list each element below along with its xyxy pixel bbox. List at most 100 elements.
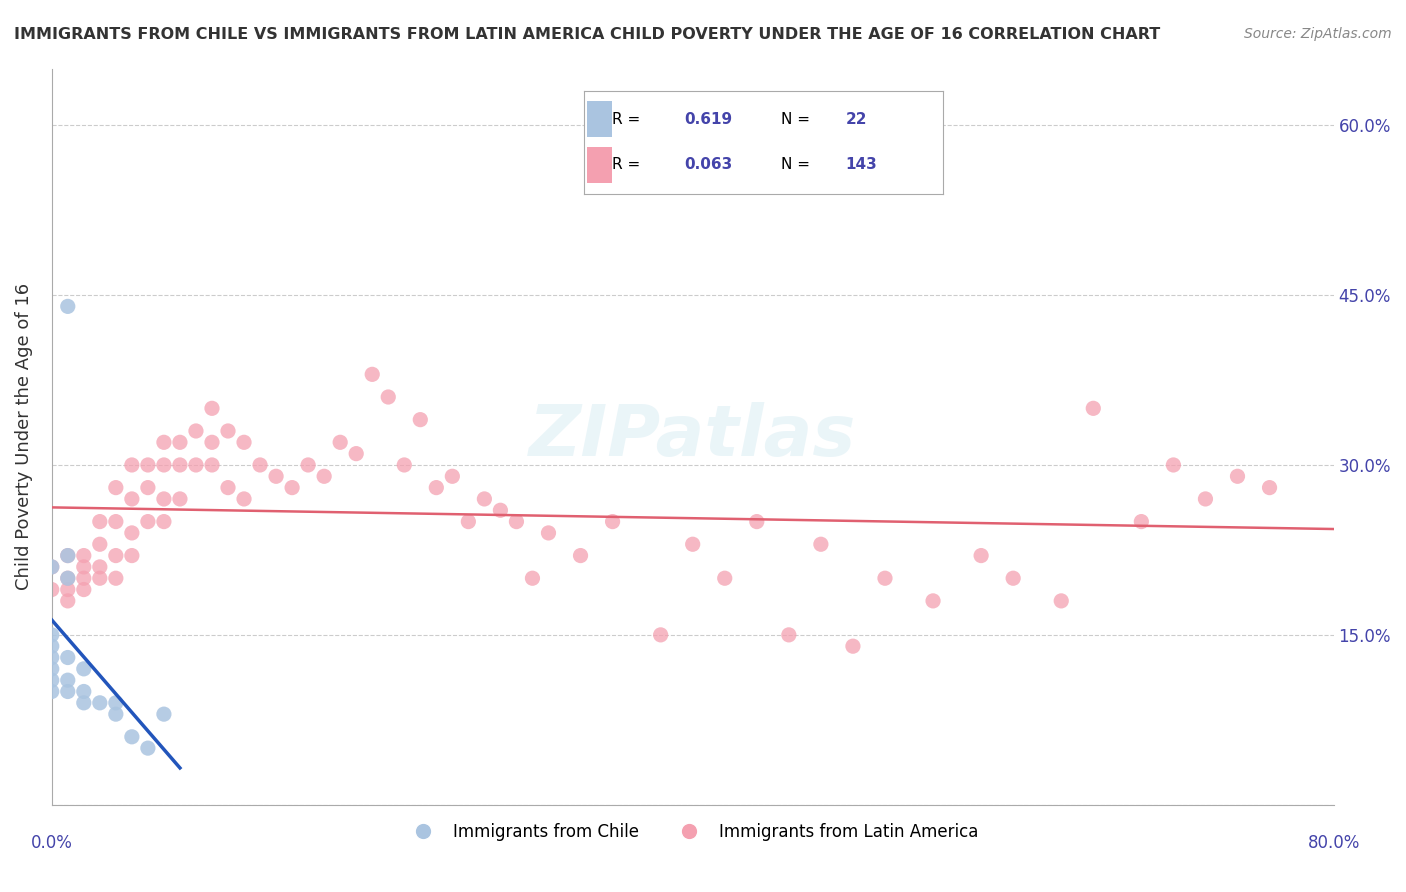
Point [73,696,96,710]
Point [73,662,96,676]
Point [713,571,735,585]
Point [56,582,79,597]
Point [73,684,96,698]
Point [41,560,63,574]
Point [41,628,63,642]
Point [233,435,256,450]
Point [104,481,127,495]
Point [153,458,176,472]
Point [89,571,111,585]
Point [104,549,127,563]
Point [121,549,143,563]
Text: Source: ZipAtlas.com: Source: ZipAtlas.com [1244,27,1392,41]
Point [1163,458,1185,472]
Point [1002,571,1025,585]
Text: IMMIGRANTS FROM CHILE VS IMMIGRANTS FROM LATIN AMERICA CHILD POVERTY UNDER THE A: IMMIGRANTS FROM CHILE VS IMMIGRANTS FROM… [14,27,1160,42]
Point [682,537,704,551]
Point [329,435,352,450]
Point [73,549,96,563]
Point [153,435,176,450]
Point [136,515,159,529]
Point [394,458,416,472]
Point [73,582,96,597]
Point [1258,481,1281,495]
Text: 0.0%: 0.0% [31,834,73,852]
Point [314,469,336,483]
Point [73,571,96,585]
Y-axis label: Child Poverty Under the Age of 16: Child Poverty Under the Age of 16 [15,283,32,591]
Point [121,730,143,744]
Point [56,650,79,665]
Point [922,594,945,608]
Point [56,571,79,585]
Point [249,458,271,472]
Point [537,525,560,540]
Point [1083,401,1105,416]
Point [184,424,207,438]
Point [41,560,63,574]
Point [1226,469,1249,483]
Point [104,571,127,585]
Point [344,447,367,461]
Point [505,515,527,529]
Point [136,458,159,472]
Point [425,481,447,495]
Point [377,390,399,404]
Point [73,560,96,574]
Point [1050,594,1073,608]
Point [41,662,63,676]
Point [569,549,592,563]
Point [233,491,256,506]
Point [153,515,176,529]
Point [136,741,159,756]
Point [650,628,672,642]
Point [41,673,63,688]
Point [169,491,191,506]
Point [41,684,63,698]
Point [89,560,111,574]
Point [873,571,896,585]
Point [56,571,79,585]
Point [778,628,800,642]
Point [842,639,865,653]
Point [217,481,239,495]
Legend: Immigrants from Chile, Immigrants from Latin America: Immigrants from Chile, Immigrants from L… [399,817,986,848]
Point [970,549,993,563]
Point [217,424,239,438]
Point [602,515,624,529]
Point [121,525,143,540]
Point [41,639,63,653]
Point [474,491,496,506]
Point [56,594,79,608]
Point [56,299,79,313]
Point [121,491,143,506]
Point [104,707,127,722]
Point [121,458,143,472]
Point [56,549,79,563]
Point [169,435,191,450]
Point [89,696,111,710]
Point [89,537,111,551]
Point [361,368,384,382]
Point [489,503,512,517]
Point [56,549,79,563]
Text: 80.0%: 80.0% [1308,834,1360,852]
Point [89,515,111,529]
Point [281,481,304,495]
Point [1130,515,1153,529]
Point [457,515,479,529]
Point [184,458,207,472]
Point [41,582,63,597]
Point [745,515,768,529]
Point [153,491,176,506]
Point [201,435,224,450]
Point [201,458,224,472]
Point [56,684,79,698]
Point [264,469,287,483]
Point [104,515,127,529]
Point [1194,491,1216,506]
Point [522,571,544,585]
Point [169,458,191,472]
Point [153,707,176,722]
Point [201,401,224,416]
